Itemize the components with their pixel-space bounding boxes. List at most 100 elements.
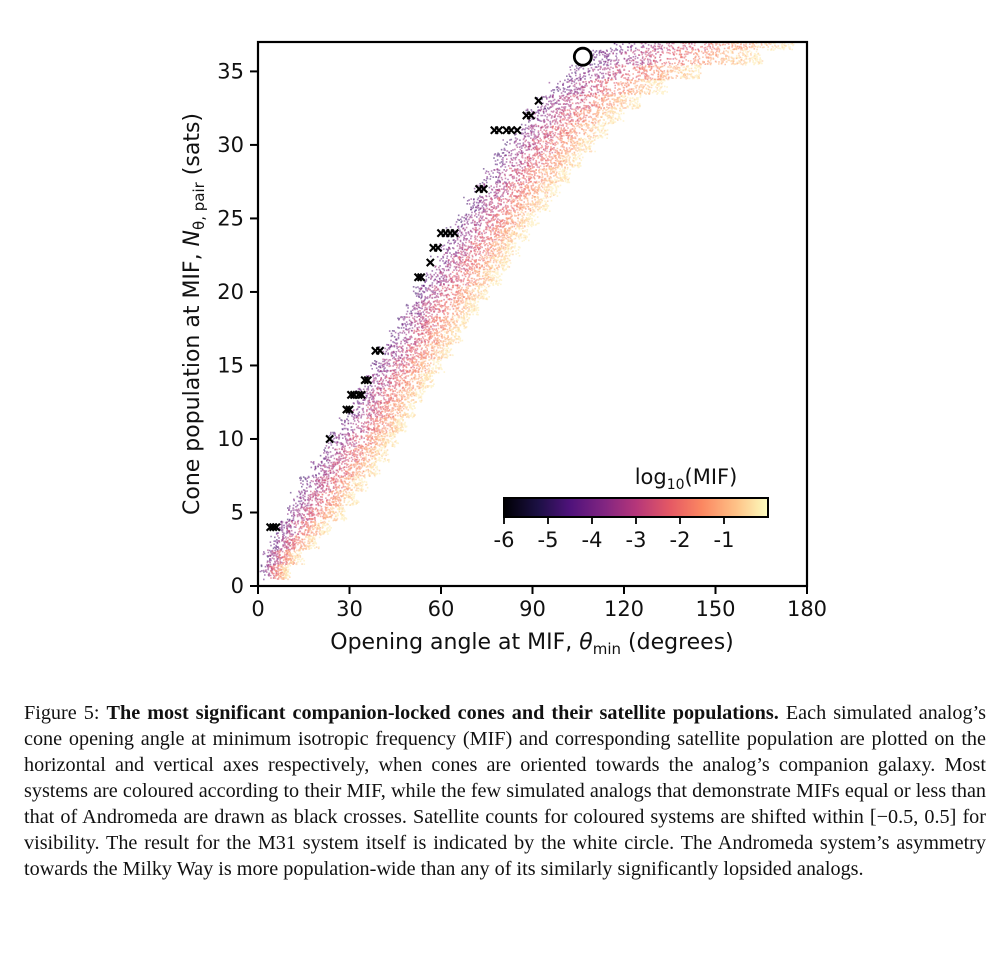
points-row-22-bin-5 <box>435 255 465 272</box>
points-row-14-bin-5 <box>372 372 392 389</box>
analog-cross-marker <box>360 375 370 385</box>
points-row-12-bin-9 <box>385 402 407 419</box>
points-row-22-bin-8 <box>465 255 492 271</box>
points-row-1-bin-4 <box>262 564 273 575</box>
points-row-31-bin-3 <box>514 124 532 139</box>
points-row-33-bin-10 <box>602 93 641 110</box>
points-row-32-bin-4 <box>526 108 552 125</box>
colorbar-tick-label: -3 <box>626 528 647 552</box>
points-row-12-bin-6 <box>362 402 383 419</box>
points-row-11-bin-5 <box>347 417 370 433</box>
analog-cross-marker <box>416 272 426 282</box>
points-row-4-bin-5 <box>286 519 302 536</box>
points-row-9-bin-3 <box>321 446 336 463</box>
points-row-7-bin-9 <box>337 476 360 491</box>
points-row-23-bin-7 <box>465 240 492 257</box>
points-row-23-bin-11 <box>500 240 521 257</box>
points-row-34-bin-7 <box>590 79 628 95</box>
points-row-12-bin-10 <box>394 402 416 419</box>
x-ticks: 0 30 60 90 120 150 180 <box>251 586 827 621</box>
points-row-18-bin-10 <box>445 314 469 330</box>
points-row-37-bin-3 <box>611 42 645 51</box>
points-row-37-bin-11 <box>755 42 795 51</box>
points-row-11-bin-11 <box>392 417 408 433</box>
points-row-20-bin-8 <box>446 284 472 301</box>
points-row-17-bin-10 <box>436 328 460 345</box>
points-row-19-bin-6 <box>419 299 445 316</box>
x-tick-label: 0 <box>251 597 264 621</box>
points-row-35-bin-9 <box>639 64 687 81</box>
points-row-24-bin-4 <box>453 226 477 242</box>
analog-cross-marker <box>413 272 423 282</box>
points-row-12-bin-3 <box>351 402 361 418</box>
colorbar-tick-label: -5 <box>538 528 559 552</box>
points-row-27-bin-6 <box>494 182 523 198</box>
points-row-29-bin-7 <box>524 152 552 168</box>
points-row-13-bin-5 <box>359 387 384 404</box>
points-row-28-bin-9 <box>530 167 558 184</box>
y-tick-label: 35 <box>217 59 244 83</box>
y-ticks: 0 5 10 15 20 25 30 35 <box>217 59 258 598</box>
points-row-2-bin-9 <box>285 550 299 565</box>
points-row-4-bin-6 <box>286 520 306 535</box>
y-tick-label: 0 <box>231 574 244 598</box>
points-row-12-bin-8 <box>379 402 402 419</box>
points-row-32-bin-10 <box>593 108 621 125</box>
points-row-26-bin-11 <box>528 196 553 213</box>
points-row-18-bin-11 <box>450 314 471 331</box>
analog-cross-marker <box>450 228 460 238</box>
m31-marker-layer <box>572 46 593 67</box>
points-row-32-bin-3 <box>527 109 545 122</box>
points-row-10-bin-6 <box>347 432 365 448</box>
points-row-8-bin-6 <box>323 461 348 478</box>
points-row-4-bin-11 <box>316 519 332 535</box>
points-row-28-bin-4 <box>484 168 512 184</box>
points-row-6-bin-5 <box>299 490 320 507</box>
y-tick-label: 30 <box>217 133 244 157</box>
points-row-34-bin-2 <box>553 86 560 94</box>
points-row-34-bin-11 <box>640 78 668 95</box>
points-row-11-bin-8 <box>371 417 394 433</box>
points-row-8-bin-3 <box>310 461 323 477</box>
points-row-14-bin-7 <box>386 372 408 389</box>
points-row-20-bin-3 <box>412 284 427 301</box>
points-row-33-bin-11 <box>614 93 642 110</box>
points-row-25-bin-4 <box>454 211 483 227</box>
points-row-16-bin-9 <box>420 343 445 360</box>
points-row-13-bin-6 <box>368 388 391 404</box>
points-row-6-bin-3 <box>292 491 306 507</box>
points-row-7-bin-11 <box>348 476 369 492</box>
points-row-24-bin-10 <box>500 226 527 242</box>
points-row-6-bin-11 <box>341 490 360 506</box>
points-row-30-bin-4 <box>506 138 535 154</box>
points-row-36-bin-10 <box>705 50 764 66</box>
points-row-16-bin-8 <box>412 344 435 360</box>
figure: 0 30 60 90 120 150 180 0 5 10 15 20 25 30 35 Opening … <box>180 40 827 658</box>
points-row-21-bin-11 <box>482 270 503 286</box>
points-row-35-bin-7 <box>612 65 659 81</box>
points-row-24-bin-7 <box>474 226 500 242</box>
points-row-15-bin-8 <box>405 358 426 374</box>
caption-math-interval: [−0.5, 0.5] <box>869 806 957 828</box>
points-row-9-bin-8 <box>349 446 374 462</box>
analog-cross-marker <box>479 184 489 194</box>
points-row-4-bin-9 <box>306 521 326 537</box>
points-row-24-bin-11 <box>507 226 531 242</box>
points-row-28-bin-5 <box>494 167 525 184</box>
points-row-15-bin-4 <box>375 359 395 373</box>
points-row-18-bin-9 <box>437 314 460 330</box>
points-row-27-bin-5 <box>483 182 509 197</box>
points-row-15-bin-10 <box>419 358 440 374</box>
colorbar-tick-label: -6 <box>494 528 515 552</box>
points-row-23-bin-5 <box>443 240 472 257</box>
analog-cross-marker <box>346 390 356 400</box>
points-row-12-bin-11 <box>401 402 416 419</box>
points-row-13-bin-11 <box>406 387 426 404</box>
points-row-17-bin-3 <box>388 330 400 344</box>
points-row-22-bin-11 <box>490 255 512 272</box>
points-row-3-bin-3 <box>269 535 280 551</box>
points-row-27-bin-4 <box>476 182 505 198</box>
points-row-32-bin-5 <box>534 108 572 123</box>
points-row-7-bin-5 <box>310 476 332 492</box>
points-row-27-bin-2 <box>474 181 485 193</box>
